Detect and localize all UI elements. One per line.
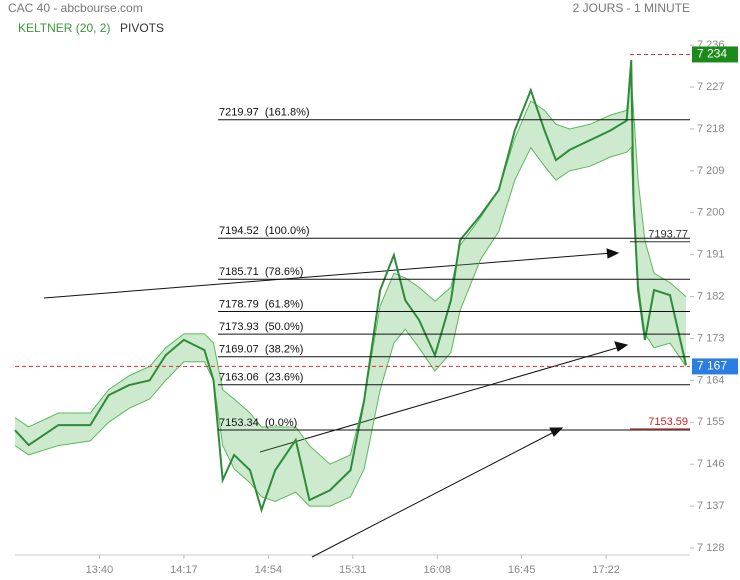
fib-label: 7185.71 (78.6%) <box>219 266 303 278</box>
y-tick-label: 7 200 <box>697 207 725 219</box>
fib-label: 7173.93 (50.0%) <box>219 321 303 333</box>
x-tick-label: 16:08 <box>423 564 451 576</box>
y-tick-label: 7 164 <box>697 374 725 386</box>
fib-label: 7178.79 (61.8%) <box>219 298 303 310</box>
level-label: 7193.77 <box>648 229 688 241</box>
fib-label: 7163.06 (23.6%) <box>219 372 303 384</box>
y-tick-label: 7 218 <box>697 123 725 135</box>
y-tick-label: 7 146 <box>697 458 725 470</box>
fib-label: 7169.07 (38.2%) <box>219 344 303 356</box>
arrow-head <box>614 341 629 352</box>
x-tick-label: 17:22 <box>592 564 620 576</box>
price-tag-box <box>692 46 738 63</box>
fib-label: 7194.52 (100.0%) <box>219 225 310 237</box>
y-tick-label: 7 182 <box>697 290 725 302</box>
y-tick-label: 7 173 <box>697 332 725 344</box>
trend-line <box>311 430 557 558</box>
x-tick-label: 16:45 <box>508 564 536 576</box>
pivots-label: PIVOTS <box>120 21 164 35</box>
level-label: 7153.59 <box>648 416 688 428</box>
indicator-label: KELTNER (20, 2) <box>18 21 110 35</box>
plot-area <box>15 20 690 555</box>
y-tick-label: 7 155 <box>697 416 725 428</box>
y-tick-label: 7 209 <box>697 165 725 177</box>
arrow-head <box>606 248 620 259</box>
price-tag-label: 7 167 <box>697 359 727 373</box>
band-upper <box>14 77 687 465</box>
trend-line <box>259 346 621 453</box>
band-lower <box>14 146 687 507</box>
fib-label: 7219.97 (161.8%) <box>219 107 310 119</box>
chart-title: CAC 40 - abcbourse.com <box>8 1 143 15</box>
x-tick-label: 14:17 <box>170 564 198 576</box>
y-tick-label: 7 191 <box>697 249 725 261</box>
x-tick-label: 15:31 <box>339 564 367 576</box>
y-tick-label: 7 227 <box>697 81 725 93</box>
trend-line <box>43 252 613 299</box>
x-tick-label: 14:54 <box>255 564 283 576</box>
chart-subtitle: 2 JOURS - 1 MINUTE <box>573 1 690 15</box>
price-tag-label: 7 234 <box>697 47 727 61</box>
y-tick-label: 7 128 <box>697 542 725 554</box>
y-tick-label: 7 137 <box>697 500 725 512</box>
x-tick-label: 13:40 <box>86 564 114 576</box>
price-line <box>14 59 687 514</box>
band-fill <box>15 77 686 507</box>
trend-arrows <box>43 248 629 558</box>
fib-label: 7153.34 (0.0%) <box>219 417 297 429</box>
price-tag-box <box>692 358 738 375</box>
